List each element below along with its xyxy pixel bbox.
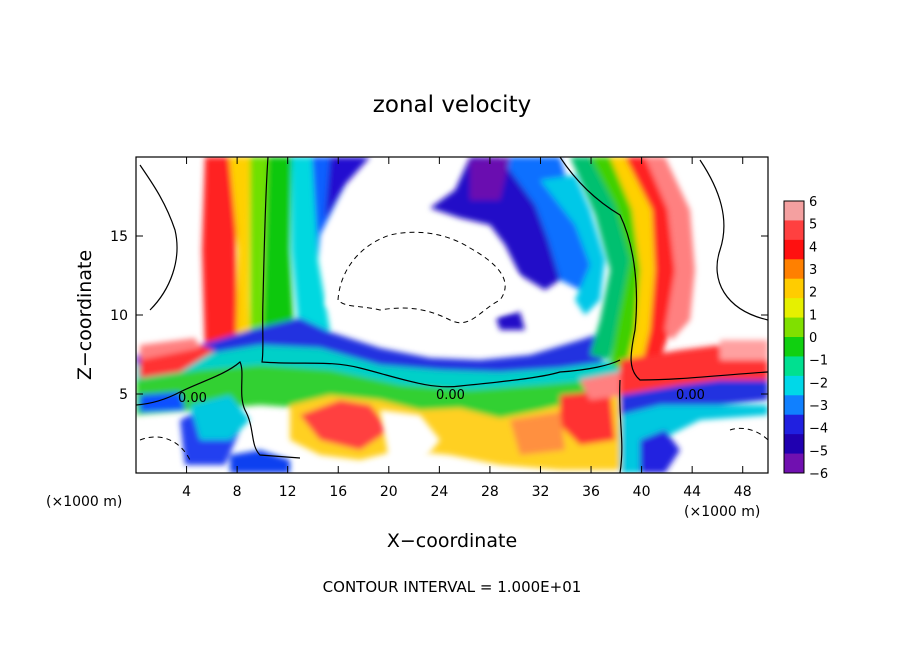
colorbar-label: 6 <box>809 195 817 210</box>
contour-label: 0.00 <box>178 391 207 406</box>
x-tick-label: 24 <box>430 484 448 500</box>
colorbar: 6 5 4 3 2 1 0 −1 −2 −3 −4 −5 −6 <box>783 195 828 482</box>
chart-title: zonal velocity <box>373 92 531 118</box>
colorbar-label: 2 <box>809 286 817 301</box>
colorbar-label: −3 <box>809 399 828 414</box>
x-tick-label: 44 <box>683 484 701 500</box>
colorbar-swatch <box>784 278 804 299</box>
velocity-field <box>136 157 768 473</box>
contour-labels: 0.00 0.00 0.00 <box>178 388 705 406</box>
x-tick-label: 8 <box>233 484 242 500</box>
colorbar-swatch <box>784 434 804 455</box>
x-unit-right: (×1000 m) <box>684 504 760 520</box>
x-axis-ticks: 4 8 12 16 20 24 28 32 36 40 44 48 <box>182 157 752 500</box>
colorbar-swatch <box>784 414 804 435</box>
colorbar-label: −4 <box>809 422 828 437</box>
colorbar-label: 3 <box>809 263 817 278</box>
colorbar-swatch <box>784 317 804 338</box>
colorbar-swatch <box>784 259 804 280</box>
contour-label: 0.00 <box>676 388 705 403</box>
colorbar-swatch <box>784 395 804 416</box>
y-axis-label: Z−coordinate <box>74 250 96 380</box>
colorbar-swatch <box>784 453 804 474</box>
x-unit-left: (×1000 m) <box>46 494 122 510</box>
x-tick-label: 28 <box>481 484 499 500</box>
colorbar-frame <box>783 200 805 474</box>
colorbar-label: 4 <box>809 240 817 255</box>
x-tick-label: 16 <box>329 484 347 500</box>
colorbar-label: −6 <box>809 467 828 482</box>
colorbar-swatch <box>784 337 804 357</box>
y-tick-label: 5 <box>119 387 128 403</box>
x-axis-label: X−coordinate <box>387 530 517 552</box>
y-axis-ticks: 5 10 15 <box>110 229 768 403</box>
colorbar-label: −2 <box>809 376 828 391</box>
contour-label: 0.00 <box>436 388 465 403</box>
contour-interval-note: CONTOUR INTERVAL = 1.000E+01 <box>323 578 582 596</box>
colorbar-swatch <box>784 298 804 319</box>
colorbar-label: 0 <box>809 331 817 346</box>
x-tick-label: 32 <box>532 484 550 500</box>
x-tick-label: 36 <box>582 484 600 500</box>
x-tick-label: 4 <box>182 484 191 500</box>
colorbar-label: −1 <box>809 354 828 369</box>
colorbar-label: −5 <box>809 444 828 459</box>
x-tick-label: 20 <box>380 484 398 500</box>
colorbar-swatch <box>784 239 804 260</box>
x-tick-label: 12 <box>279 484 297 500</box>
x-tick-label: 40 <box>633 484 651 500</box>
x-tick-label: 48 <box>734 484 752 500</box>
y-tick-label: 10 <box>110 308 128 324</box>
y-tick-label: 15 <box>110 229 128 245</box>
colorbar-swatch <box>784 375 804 396</box>
colorbar-swatch <box>784 201 804 221</box>
colorbar-swatch <box>784 356 804 377</box>
colorbar-label: 5 <box>809 218 817 233</box>
colorbar-label: 1 <box>809 308 817 323</box>
colorbar-swatch <box>784 220 804 241</box>
